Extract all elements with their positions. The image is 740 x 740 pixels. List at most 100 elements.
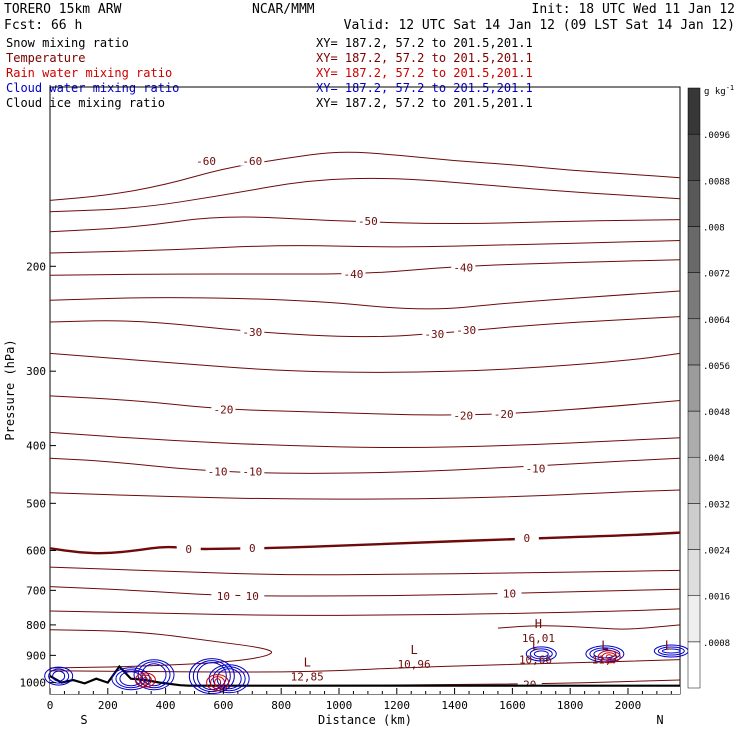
cloud-contour	[141, 663, 167, 687]
cloud-contour	[44, 666, 74, 686]
isotherm-label-bg	[211, 589, 236, 601]
isotherm-line	[49, 629, 273, 669]
isotherm-label-bg	[454, 324, 479, 336]
cloud-contour	[138, 674, 152, 686]
legend-xy-temperature: XY= 187.2, 57.2 to 201.5,201.1	[316, 51, 533, 65]
legend-name-cloud-ice: Cloud ice mixing ratio	[6, 96, 165, 110]
y-tick-label: 200	[26, 260, 46, 273]
isotherm-line	[49, 151, 681, 201]
y-tick-label: 500	[26, 497, 46, 510]
y-tick-label: 1000	[20, 677, 47, 690]
temperature-contours: -60 -60 -50 -40 -40 -30 -30 -30 -20 -20 -20 -10 -10 -…	[49, 151, 681, 692]
y-axis: 200 300 400 500 600 700 800 900 1000	[20, 260, 56, 690]
colorbar-cell	[687, 180, 701, 227]
y-tick-label: 600	[26, 544, 46, 557]
colorbar-cell	[687, 87, 701, 135]
isotherm-label-bg	[514, 532, 539, 544]
isotherm-label: -60	[242, 155, 262, 168]
isotherm-line	[49, 489, 681, 500]
x-tick-label: 2000	[615, 699, 642, 712]
isotherm-label-bg	[240, 541, 265, 553]
colorbar-tick-label: .0096	[703, 131, 730, 141]
legend-xy-cloud-ice: XY= 187.2, 57.2 to 201.5,201.1	[316, 96, 533, 110]
y-tick-label: 300	[26, 365, 46, 378]
pressure-center-value: 11,7	[592, 654, 619, 667]
colorbar-cell	[687, 456, 701, 504]
isotherm-label: 0	[185, 543, 192, 556]
isotherm-label-bg	[491, 407, 516, 419]
legend: Snow mixing ratio XY= 187.2, 57.2 to 201…	[6, 36, 533, 110]
isotherm-line	[497, 624, 681, 630]
legend-xy-cloud-water: XY= 187.2, 57.2 to 201.5,201.1	[316, 81, 533, 95]
cloud-contour	[529, 648, 553, 660]
y-tick-label: 400	[26, 440, 46, 453]
isotherm-label-bg	[523, 462, 548, 474]
isotherm-label: -20	[494, 408, 514, 421]
x-axis: 0 200 400 600 800 1000 1200 1400 1600 1800 2000	[47, 688, 672, 712]
cloud-contour	[214, 678, 222, 688]
isotherm-label: 10	[246, 590, 259, 603]
direction-north: N	[656, 713, 663, 727]
isotherm-label: -40	[344, 268, 364, 281]
colorbar-cell	[687, 133, 701, 181]
isotherm-label: -10	[242, 465, 262, 478]
isotherm-label-bg	[497, 587, 522, 599]
isotherm-label-bg	[176, 543, 201, 555]
cloud-contour	[134, 672, 156, 688]
isotherm-label-bg	[194, 154, 219, 166]
direction-south: S	[80, 713, 87, 727]
colorbar-cell	[687, 272, 701, 320]
isotherm-label: -20	[213, 404, 233, 417]
isotherm-label-bg	[355, 215, 380, 227]
colorbar-cell	[687, 595, 701, 643]
isotherm-label: -30	[456, 324, 476, 337]
model-title: TORERO 15km ARW	[4, 2, 122, 17]
pressure-center-value: 10,66	[519, 654, 552, 667]
pressure-center-value: 10,96	[398, 658, 431, 671]
colorbar-cell	[687, 549, 701, 596]
cloud-contour	[48, 668, 70, 684]
colorbar-cell	[687, 318, 701, 366]
isotherm-label: -60	[196, 155, 216, 168]
colorbar-cell	[687, 364, 701, 412]
colorbar-cell	[687, 226, 701, 273]
legend-name-rain: Rain water mixing ratio	[6, 66, 172, 80]
colorbar-tick-label: .0032	[703, 500, 730, 510]
isotherm-line	[49, 316, 681, 338]
isotherm-line	[49, 259, 681, 276]
isotherm-line	[49, 608, 681, 616]
y-tick-label: 700	[26, 584, 46, 597]
cloud-contour	[115, 669, 147, 689]
isotherm-label: 0	[249, 542, 256, 555]
y-tick-label: 900	[26, 649, 46, 662]
pressure-center-marker: L	[304, 656, 311, 670]
isotherm-line	[49, 177, 681, 213]
pressure-center-value: 16,01	[522, 632, 555, 645]
x-tick-label: 0	[47, 699, 54, 712]
colorbar-tick-label: .0056	[703, 362, 730, 372]
isotherm-label-bg	[205, 465, 230, 477]
isotherm-line	[49, 239, 681, 254]
x-tick-label: 800	[271, 699, 291, 712]
x-tick-label: 200	[98, 699, 118, 712]
isotherm-label-bg	[211, 403, 236, 415]
isotherm-label: -30	[242, 326, 262, 339]
cloud-contour	[192, 660, 231, 693]
isotherm-label: -20	[453, 409, 473, 422]
isotherm-label-bg	[451, 261, 476, 273]
legend-xy-snow: XY= 187.2, 57.2 to 201.5,201.1	[316, 36, 533, 50]
colorbar-tick-label: .0016	[703, 593, 730, 603]
isotherm-line	[49, 352, 681, 373]
valid-time: Valid: 12 UTC Sat 14 Jan 12 (09 LST Sat …	[344, 18, 735, 33]
legend-xy-rain: XY= 187.2, 57.2 to 201.5,201.1	[316, 66, 533, 80]
isotherm-label: -10	[526, 462, 546, 475]
terrain-layer	[49, 664, 680, 694]
isotherm-label: -40	[453, 262, 473, 275]
colorbar-tick-label: .008	[703, 223, 725, 233]
cloud-contour	[601, 652, 617, 662]
isotherm-label-bg	[517, 678, 542, 690]
colorbar-cell	[687, 503, 701, 550]
isotherm-label-bg	[341, 267, 366, 279]
isotherm-line	[49, 457, 681, 474]
